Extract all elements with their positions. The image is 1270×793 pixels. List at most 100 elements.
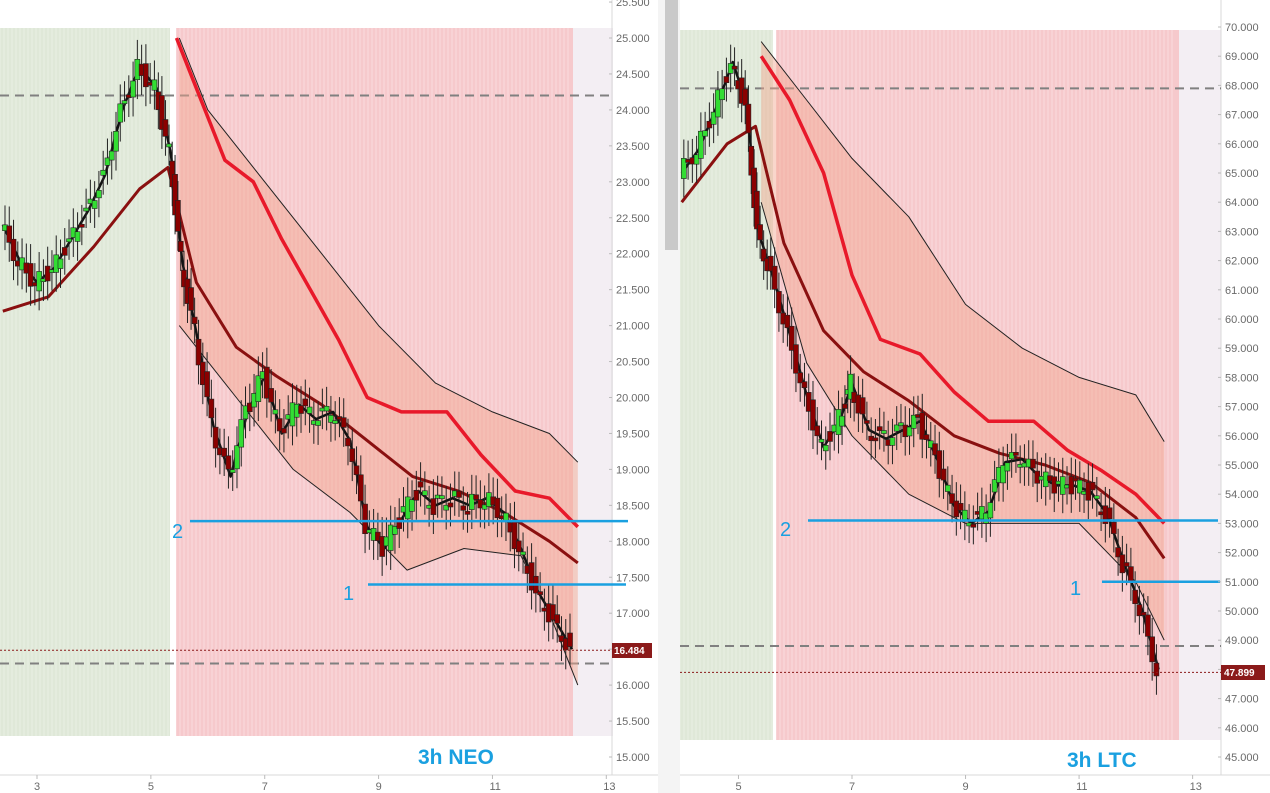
neo-series [1,37,580,686]
neo-candle [151,79,158,91]
ltc-red-step-line [759,55,1166,525]
ltc-candle [923,434,930,440]
neo-x-tick-label: 3 [34,781,40,793]
ltc-candle [801,381,808,389]
ltc-candle [681,158,687,179]
neo-y-tick-label: 18.500 [616,500,650,512]
neo-level-1-label: 1 [343,583,354,605]
ltc-candle [1013,451,1019,456]
neo-x-tick-label: 5 [148,781,154,793]
neo-candle [10,238,17,262]
neo-candle [409,499,415,512]
neo-candle [104,157,111,166]
panel-scroll-thumb[interactable] [665,0,678,250]
ltc-candle [940,468,947,481]
ltc-candle [1072,477,1079,482]
ltc-candle [1085,481,1092,501]
neo-candle [396,517,403,529]
neo-red-step-line [174,37,580,529]
ltc-level-2-label: 2 [780,519,791,541]
neo-y-tick-label: 21.000 [616,321,650,333]
neo-candles [2,39,573,670]
neo-candle [44,265,51,282]
ltc-candle [1068,476,1075,495]
neo-candle [74,231,81,242]
neo-candle [57,258,64,269]
neo-x-tick-label: 9 [376,781,382,793]
ltc-candle [872,437,879,442]
neo-y-tick-label: 25.000 [616,33,650,45]
neo-candle [113,130,119,152]
ltc-candle [889,437,896,446]
neo-candle [166,143,172,148]
ltc-candles [681,44,1160,695]
ltc-x-tick-label: 13 [1190,781,1202,793]
neo-y-tick-label: 22.000 [616,249,650,261]
neo-y-tick-label: 21.500 [616,285,650,297]
ltc-candle [1076,479,1083,494]
ltc-y-tick-label: 55.000 [1225,460,1259,472]
neo-candle [464,511,471,515]
neo-candle [195,338,202,366]
ltc-candle [839,415,845,427]
neo-y-tick-label: 18.000 [616,536,650,548]
neo-candle [208,398,215,419]
neo-chart-panel[interactable]: 21 15.00015.50016.00016.50017.00017.5001… [0,0,658,793]
ltc-x-tick-label: 5 [735,781,741,793]
neo-candle [212,426,219,449]
ltc-x-ticks: 5 7 9 11 13 [735,775,1202,793]
ltc-candle [1145,614,1151,637]
ltc-candle [814,425,821,437]
neo-candle [61,247,68,256]
ltc-y-tick-label: 63.000 [1225,226,1259,238]
neo-candle [221,447,227,457]
neo-candle [238,419,245,448]
neo-candle [117,103,124,123]
neo-chart-svg[interactable]: 21 15.00015.50016.00016.50017.00017.5001… [0,0,658,793]
neo-candle [392,526,398,535]
ltc-y-tick-label: 58.000 [1225,372,1259,384]
ltc-candle [788,325,795,351]
ltc-chart-panel[interactable]: 21 45.00046.00047.00048.00049.00050.0005… [680,0,1270,793]
ltc-candle [910,414,917,429]
neo-candle [6,225,13,243]
neo-candle [357,474,364,502]
ltc-candle [1132,589,1138,605]
neo-candle [387,524,394,551]
ltc-current-price-label: 47.899 [1224,668,1255,679]
ltc-candle [991,479,998,493]
ltc-candle [754,190,760,230]
ltc-candle [818,438,825,443]
ltc-candle [1089,481,1096,491]
neo-candle [159,95,165,130]
neo-candle [481,504,488,510]
ltc-y-tick-label: 51.000 [1225,577,1259,589]
neo-current-price-label: 16.484 [614,646,645,657]
neo-y-tick-label: 20.500 [616,357,650,369]
neo-candle [246,402,253,413]
neo-candle [379,536,385,557]
neo-candle [204,371,210,398]
neo-candle [268,388,274,403]
neo-candle [443,504,449,511]
ltc-candle [979,506,985,520]
neo-candle [515,540,522,553]
ltc-upper-band-line [760,41,1165,442]
ltc-candle [932,443,938,456]
neo-bear-region [176,28,573,736]
neo-candle [281,428,287,434]
neo-candle [554,614,561,624]
ltc-candle [698,130,704,159]
neo-y-tick-label: 15.000 [616,752,650,764]
neo-candle [27,263,34,287]
ltc-chart-svg[interactable]: 21 45.00046.00047.00048.00049.00050.0005… [680,0,1270,793]
neo-candle [447,502,454,508]
neo-candle [460,505,467,511]
neo-x-tick-label: 11 [489,781,500,793]
neo-annotations: 21 [0,519,628,651]
neo-y-tick-label: 23.500 [616,141,650,153]
ltc-candle [1106,507,1113,520]
ltc-candle [893,424,900,432]
ltc-candle [797,372,804,384]
ltc-candle [1153,662,1160,677]
